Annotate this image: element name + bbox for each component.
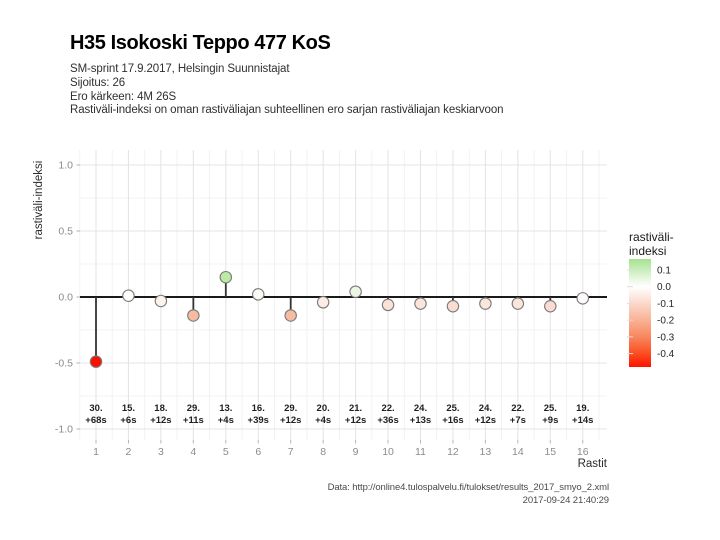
data-point bbox=[252, 288, 265, 301]
data-point bbox=[122, 289, 135, 302]
legend-tick-label: 0.0 bbox=[657, 282, 671, 293]
y-tick-label: -1.0 bbox=[55, 424, 73, 436]
point-diff-label: +39s bbox=[248, 415, 269, 426]
legend-gradient-bar bbox=[629, 259, 651, 367]
legend-tick-label: -0.1 bbox=[657, 299, 675, 310]
x-tick-label: 5 bbox=[223, 446, 229, 458]
x-tick-label: 1 bbox=[93, 446, 99, 458]
point-diff-label: +7s bbox=[510, 415, 526, 426]
point-place-label: 25. bbox=[446, 403, 459, 414]
data-point bbox=[89, 355, 103, 368]
data-point bbox=[154, 294, 168, 308]
point-diff-label: +4s bbox=[315, 415, 331, 426]
data-point bbox=[446, 299, 460, 313]
x-tick-label: 6 bbox=[255, 446, 261, 458]
x-tick-label: 4 bbox=[190, 446, 196, 458]
point-place-label: 21. bbox=[349, 403, 362, 414]
x-tick-label: 10 bbox=[382, 446, 394, 458]
point-place-label: 29. bbox=[187, 403, 200, 414]
point-place-label: 24. bbox=[414, 403, 427, 414]
point-place-label: 30. bbox=[89, 403, 102, 414]
point-diff-label: +36s bbox=[377, 415, 398, 426]
point-diff-label: +13s bbox=[410, 415, 431, 426]
subtitle-description: Rastiväli-indeksi on oman rastiväliajan … bbox=[70, 104, 504, 117]
data-source-text: Data: http://online4.tulospalvelu.fi/tul… bbox=[327, 482, 610, 493]
point-diff-label: +12s bbox=[475, 415, 496, 426]
point-diff-label: +11s bbox=[183, 415, 204, 426]
x-tick-label: 14 bbox=[512, 446, 524, 458]
point-place-label: 18. bbox=[154, 403, 167, 414]
y-tick-label: 1.0 bbox=[58, 160, 73, 172]
data-point bbox=[381, 298, 395, 312]
point-place-label: 22. bbox=[381, 403, 394, 414]
subtitle-placement: Sijoitus: 26 bbox=[70, 76, 126, 89]
data-point bbox=[219, 270, 233, 284]
legend-tick-label: -0.3 bbox=[657, 332, 675, 343]
point-place-label: 13. bbox=[219, 403, 232, 414]
x-tick-label: 15 bbox=[544, 446, 556, 458]
point-place-label: 16. bbox=[252, 403, 265, 414]
data-point bbox=[349, 285, 362, 298]
x-tick-label: 2 bbox=[126, 446, 132, 458]
data-point bbox=[576, 292, 589, 305]
data-point bbox=[511, 297, 525, 310]
point-diff-label: +14s bbox=[572, 415, 593, 426]
x-tick-label: 7 bbox=[288, 446, 294, 458]
subtitle-gap: Ero kärkeen: 4M 26S bbox=[70, 90, 177, 103]
point-diff-label: +12s bbox=[280, 415, 301, 426]
x-tick-label: 11 bbox=[415, 446, 426, 458]
point-diff-label: +4s bbox=[218, 415, 234, 426]
point-place-label: 25. bbox=[544, 403, 557, 414]
axes: 1.00.50.0-0.5-1.01 2 3 4 5 6 7 8 9 10 11 12 13 14 15 16 bbox=[55, 160, 589, 458]
y-axis-title: rastiväli-indeksi bbox=[33, 161, 45, 240]
legend-tick-label: -0.4 bbox=[657, 349, 675, 360]
subtitle-block: SM-sprint 17.9.2017, Helsingin Suunnista… bbox=[70, 63, 504, 118]
point-labels: 30.+68s15.+6s18.+12s29.+11s13.+4s16.+39s… bbox=[85, 403, 593, 426]
point-diff-label: +9s bbox=[542, 415, 558, 426]
data-point bbox=[316, 296, 330, 309]
y-tick-label: 0.0 bbox=[58, 292, 73, 304]
point-place-label: 24. bbox=[479, 403, 492, 414]
point-place-label: 22. bbox=[511, 403, 524, 414]
data-points bbox=[89, 270, 589, 368]
point-place-label: 19. bbox=[576, 403, 589, 414]
point-diff-label: +12s bbox=[345, 415, 366, 426]
y-tick-label: -0.5 bbox=[55, 358, 73, 370]
subtitle-event: SM-sprint 17.9.2017, Helsingin Suunnista… bbox=[70, 63, 290, 75]
x-axis-title: Rastit bbox=[578, 458, 608, 470]
legend-title-line2: indeksi bbox=[629, 244, 666, 258]
legend-tick-label: -0.2 bbox=[657, 316, 675, 327]
point-diff-label: +16s bbox=[442, 415, 463, 426]
legend-tick-label: 0.1 bbox=[657, 265, 671, 276]
legend-title-line1: rastiväli- bbox=[629, 230, 674, 244]
data-point bbox=[544, 299, 557, 313]
point-place-label: 20. bbox=[317, 403, 330, 414]
x-tick-label: 16 bbox=[577, 446, 589, 458]
data-point bbox=[479, 297, 492, 310]
data-point bbox=[187, 309, 200, 322]
x-tick-label: 12 bbox=[447, 446, 459, 458]
point-place-label: 29. bbox=[284, 403, 297, 414]
x-tick-label: 9 bbox=[353, 446, 359, 458]
data-point bbox=[414, 297, 427, 310]
grid bbox=[79, 150, 607, 440]
point-diff-label: +6s bbox=[120, 415, 136, 426]
point-place-label: 15. bbox=[122, 403, 135, 414]
x-tick-label: 8 bbox=[320, 446, 326, 458]
data-point bbox=[284, 309, 297, 322]
x-tick-label: 13 bbox=[480, 446, 492, 458]
timestamp-text: 2017-09-24 21:40:29 bbox=[522, 495, 609, 506]
point-diff-label: +12s bbox=[150, 415, 171, 426]
point-diff-label: +68s bbox=[85, 415, 106, 426]
legend: rastiväli-indeksi 0.1 0.0 -0.1 -0.2 -0.3 -0.4 bbox=[627, 230, 675, 367]
page-title: H35 Isokoski Teppo 477 KoS bbox=[70, 32, 331, 54]
x-tick-label: 3 bbox=[158, 446, 164, 458]
footer: Data: http://online4.tulospalvelu.fi/tul… bbox=[250, 481, 610, 507]
y-tick-label: 0.5 bbox=[58, 226, 73, 238]
